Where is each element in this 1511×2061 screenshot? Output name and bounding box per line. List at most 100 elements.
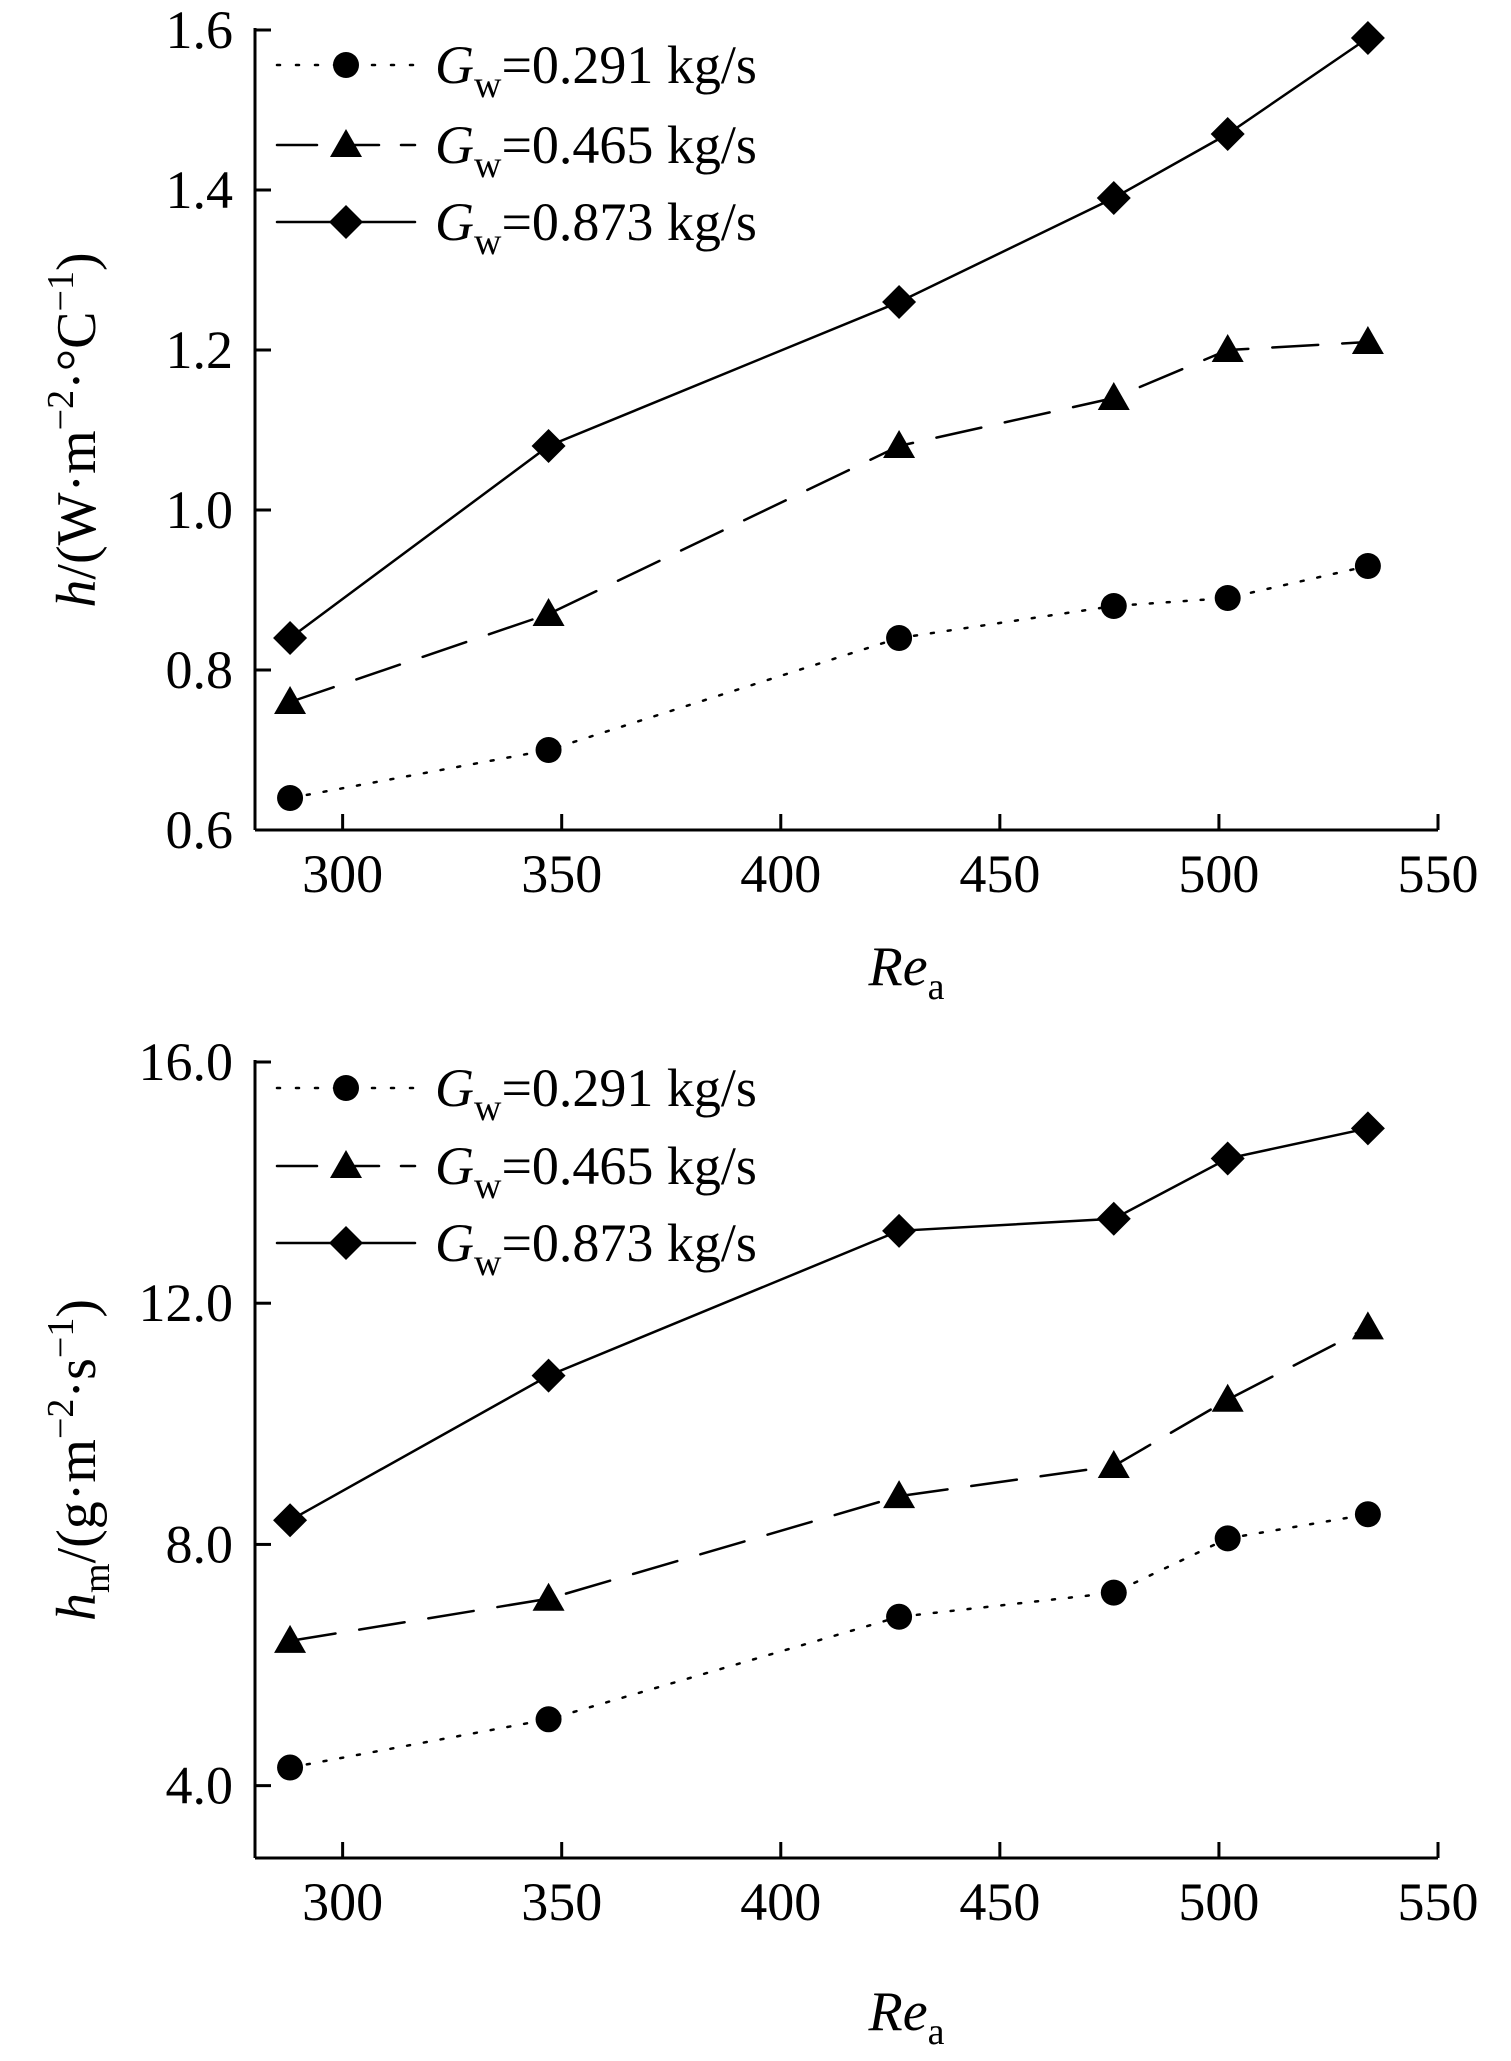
x-tick-label: 300: [302, 1872, 383, 1932]
legend-label-main: G: [435, 115, 474, 175]
x-tick-label: 300: [302, 844, 383, 904]
data-point-diamond: [1350, 21, 1385, 55]
y-tick-label: 16.0: [139, 1032, 234, 1092]
y-tick-label: 4.0: [166, 1756, 234, 1816]
y-tick-label: 1.2: [166, 320, 234, 380]
y-tick-label: 0.8: [166, 640, 234, 700]
data-point-circle: [277, 785, 304, 811]
legend-label: Gw=0.465 kg/s: [435, 1136, 757, 1207]
data-point-triangle: [274, 1624, 307, 1653]
y-axis-label-exponent: −1: [40, 1318, 82, 1358]
series-line: [288, 1127, 1370, 1522]
legend-label-main: G: [435, 1136, 474, 1196]
series-diamond: [273, 1111, 1385, 1538]
legend-label-main: G: [435, 1213, 474, 1273]
y-axis-label-unit: /(W·m: [46, 430, 108, 579]
data-point-triangle: [1097, 1450, 1130, 1479]
data-point-circle: [1354, 1501, 1381, 1528]
legend-label: Gw=0.873 kg/s: [435, 192, 757, 263]
y-axis-label-unit-mid: ·°C: [46, 311, 108, 389]
series-triangle: [274, 326, 1384, 714]
legend-label-value: =0.873 kg/s: [501, 192, 756, 252]
x-tick-label: 550: [1398, 1872, 1479, 1932]
legend-label-subscript: w: [474, 1242, 502, 1284]
y-axis-label-unit-mid: ·s: [46, 1358, 108, 1398]
data-point-diamond: [1210, 117, 1245, 151]
data-point-triangle: [883, 1480, 916, 1509]
data-point-circle: [1100, 593, 1127, 619]
data-point-triangle: [1097, 382, 1130, 410]
legend-marker-circle: [333, 52, 359, 78]
y-tick-label: 8.0: [166, 1514, 234, 1574]
data-point-diamond: [882, 1213, 917, 1248]
x-tick-label: 350: [521, 844, 602, 904]
series-circle: [277, 553, 1381, 811]
legend-label-value: =0.873 kg/s: [501, 1213, 756, 1273]
series-triangle: [274, 1311, 1384, 1653]
series-line: [288, 340, 1370, 704]
data-point-circle: [886, 625, 913, 651]
y-axis-label-subscript: m: [76, 1563, 118, 1593]
series-line: [288, 1326, 1370, 1643]
legend-marker-circle: [333, 1075, 359, 1101]
y-axis-label-exponent: −1: [40, 271, 82, 311]
data-point-circle: [535, 1706, 562, 1733]
data-point-triangle: [883, 430, 916, 458]
data-point-circle: [1214, 1525, 1241, 1552]
data-point-circle: [277, 1754, 304, 1781]
data-point-triangle: [1211, 1383, 1244, 1412]
data-point-triangle: [532, 1582, 565, 1611]
y-axis-label-unit-end: ): [46, 252, 108, 271]
data-point-diamond: [531, 429, 566, 463]
y-tick-label: 1.0: [166, 480, 234, 540]
y-tick-label: 1.4: [166, 160, 234, 220]
legend-label-subscript: w: [474, 221, 502, 263]
legend-label: Gw=0.291 kg/s: [435, 1058, 757, 1129]
x-tick-label: 450: [959, 844, 1040, 904]
legend-label-main: G: [435, 1058, 474, 1118]
data-point-triangle: [1351, 326, 1384, 354]
legend-label-subscript: w: [474, 1165, 502, 1207]
data-point-triangle: [532, 598, 565, 626]
data-point-diamond: [1210, 1141, 1245, 1176]
series-diamond: [273, 21, 1385, 655]
x-axis-label-main: Re: [868, 936, 928, 998]
data-point-diamond: [1096, 181, 1131, 215]
data-point-circle: [886, 1603, 913, 1630]
x-tick-label: 400: [740, 1872, 821, 1932]
data-point-circle: [1214, 585, 1241, 611]
y-axis-label-main: h: [46, 1593, 108, 1621]
series-line: [288, 1513, 1370, 1769]
legend-marker-diamond: [329, 1226, 363, 1260]
legend-marker-triangle: [330, 129, 362, 157]
x-axis-label-main: Re: [868, 1981, 928, 2043]
x-tick-label: 350: [521, 1872, 602, 1932]
x-tick-label: 450: [959, 1872, 1040, 1932]
x-tick-label: 550: [1398, 844, 1479, 904]
y-tick-label: 12.0: [139, 1273, 234, 1333]
legend-label-value: =0.465 kg/s: [501, 115, 756, 175]
y-axis-label-unit-end: ): [46, 1299, 108, 1318]
data-point-diamond: [1096, 1201, 1131, 1236]
series-line: [288, 36, 1370, 640]
data-point-diamond: [273, 621, 308, 655]
legend-label-value: =0.291 kg/s: [501, 35, 756, 95]
series-line: [288, 564, 1370, 800]
y-axis-label-exponent: −2: [40, 390, 82, 430]
legend-label: Gw=0.291 kg/s: [435, 35, 757, 106]
chart-mass-transfer-coefficient: 300 350 400 450 500 550 4.0 8.0 12.0 16.0 Rea hm/(g…: [40, 1032, 1479, 2053]
x-axis-label-subscript: a: [928, 2011, 945, 2053]
legend-label-value: =0.465 kg/s: [501, 1136, 756, 1196]
series-circle: [277, 1501, 1381, 1781]
chart-heat-transfer-coefficient: 300 350 400 450 500 550 0.6 0.8 1.0 1.2 1.4 1.6 Rea h…: [40, 0, 1479, 1008]
legend-marker-triangle: [330, 1150, 362, 1178]
legend-label-value: =0.291 kg/s: [501, 1058, 756, 1118]
legend-label-subscript: w: [474, 144, 502, 186]
data-point-triangle: [1351, 1311, 1384, 1340]
y-axis-label-unit: /(g·m: [46, 1439, 108, 1563]
y-axis-label-main: h: [46, 580, 108, 608]
legend-label: Gw=0.873 kg/s: [435, 1213, 757, 1284]
y-tick-label: 1.6: [166, 0, 234, 60]
y-axis-label: h/(W·m−2·°C−1): [40, 252, 108, 607]
